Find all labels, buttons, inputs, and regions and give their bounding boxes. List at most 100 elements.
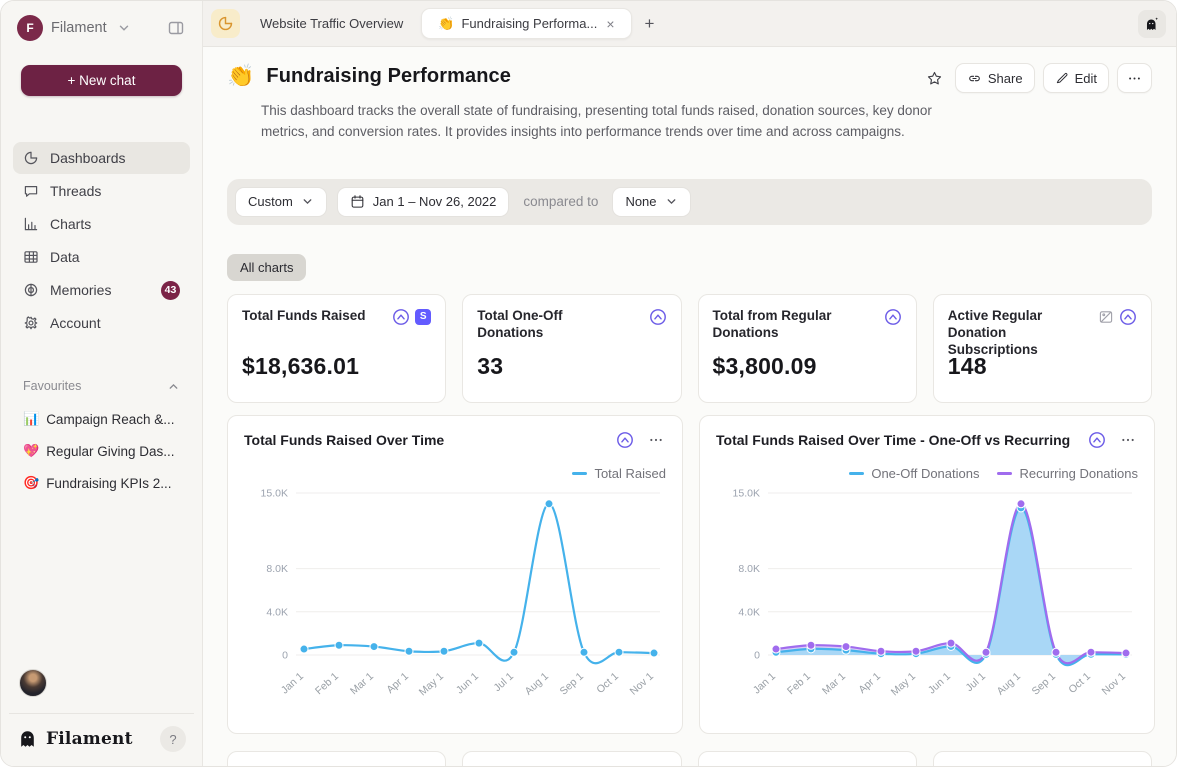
svg-text:Jun 1: Jun 1 — [454, 670, 481, 696]
metric-card-header: Avg Donation Size (All — [948, 765, 1137, 766]
metric-card-header: Donation Form Conversion — [477, 765, 666, 766]
new-chat-button[interactable]: + New chat — [21, 65, 182, 96]
provider-circle-icon — [1088, 431, 1106, 449]
svg-text:Nov 1: Nov 1 — [1100, 670, 1129, 697]
metric-card-title: Donation Form Conversion — [477, 765, 621, 766]
chevron-down-icon[interactable] — [115, 19, 133, 37]
provider-circle-icon — [1119, 765, 1137, 766]
favourite-emoji: 💖 — [23, 443, 39, 459]
more-options-button[interactable] — [1117, 63, 1152, 93]
sidebar-item-label: Dashboards — [50, 150, 126, 166]
new-tab-button[interactable]: + — [636, 10, 664, 38]
metric-card-header: Active Regular Donation Subscriptions — [948, 308, 1137, 359]
share-button[interactable]: Share — [955, 63, 1035, 93]
tab-label: Fundraising Performa... — [461, 16, 597, 31]
sidebar-item-label: Data — [50, 249, 80, 265]
date-range-button[interactable]: Jan 1 – Nov 26, 2022 — [337, 187, 510, 217]
ai-assistant-button[interactable] — [1138, 10, 1166, 38]
sidebar-item-account[interactable]: Account — [13, 307, 190, 339]
favourites-label: Favourites — [23, 379, 81, 393]
help-button[interactable]: ? — [160, 726, 186, 752]
metric-card-header: Number of Tickets Sold — [713, 765, 902, 766]
legend-item: One-Off Donations — [849, 466, 979, 481]
sidebar-item-threads[interactable]: Threads — [13, 175, 190, 207]
metric-card-icons — [884, 765, 902, 766]
legend-label: Total Raised — [594, 466, 666, 481]
workspace-name: Filament — [51, 20, 107, 36]
sidebar-item-label: Threads — [50, 183, 101, 199]
favourite-item[interactable]: 💖Regular Giving Das... — [13, 437, 190, 465]
svg-text:Sep 1: Sep 1 — [1030, 670, 1059, 697]
metric-card: Number of Tickets Sold — [698, 751, 917, 766]
calendar-icon — [350, 194, 365, 209]
metric-card-title: Total from Ticket Sales — [242, 765, 389, 766]
metric-card-icons — [1098, 308, 1137, 326]
metric-card-header: Total from Ticket Sales — [242, 765, 431, 766]
legend-item: Total Raised — [572, 466, 666, 481]
svg-text:Mar 1: Mar 1 — [820, 670, 848, 697]
chart-title: Total Funds Raised Over Time - One-Off v… — [716, 432, 1070, 448]
table-icon — [23, 249, 40, 266]
close-tab-icon[interactable]: × — [606, 16, 614, 32]
svg-text:Oct 1: Oct 1 — [594, 670, 621, 696]
edit-button[interactable]: Edit — [1043, 63, 1109, 93]
stripe-icon: S — [415, 309, 431, 325]
svg-text:8.0K: 8.0K — [266, 563, 288, 575]
svg-text:Feb 1: Feb 1 — [785, 670, 813, 697]
chart-card: Total Funds Raised Over Time Total Raised… — [227, 415, 683, 734]
favourite-item[interactable]: 🎯Fundraising KPIs 2... — [13, 469, 190, 497]
chart-card-header: Total Funds Raised Over Time — [244, 430, 666, 450]
metric-card-icons — [628, 765, 667, 766]
workspace-switcher[interactable]: F Filament — [13, 13, 190, 43]
metric-card: Avg Donation Size (All — [933, 751, 1152, 766]
metric-card: Total from Regular Donations$3,800.09 — [698, 294, 917, 403]
metric-card-title: Total One-Off Donations — [477, 308, 627, 342]
sidebar-item-memories[interactable]: Memories43 — [13, 274, 190, 306]
compare-select[interactable]: None — [612, 187, 690, 217]
sidebar-item-dashboards[interactable]: Dashboards — [13, 142, 190, 174]
svg-text:15.0K: 15.0K — [261, 487, 288, 499]
chart-menu-button[interactable] — [1118, 430, 1138, 450]
sidebar: F Filament + New chat Dashboards Threads C… — [1, 1, 203, 766]
chart-menu-button[interactable] — [646, 430, 666, 450]
workspace-avatar: F — [17, 15, 43, 41]
metric-card-icons — [1119, 765, 1137, 766]
svg-text:8.0K: 8.0K — [738, 563, 760, 575]
svg-text:May 1: May 1 — [417, 670, 446, 698]
link-icon — [967, 71, 982, 86]
svg-text:Jan 1: Jan 1 — [751, 670, 778, 696]
tab-2[interactable]: 👏Fundraising Performa...× — [421, 8, 631, 39]
metric-card-value: 148 — [948, 353, 987, 380]
metric-card-title: Number of Tickets Sold — [713, 765, 863, 766]
sidebar-item-label: Account — [50, 315, 101, 331]
pie-chart-icon — [23, 150, 40, 167]
range-type-select[interactable]: Custom — [235, 187, 327, 217]
all-charts-chip[interactable]: All charts — [227, 254, 306, 281]
svg-text:Nov 1: Nov 1 — [628, 670, 657, 697]
sidebar-item-data[interactable]: Data — [13, 241, 190, 273]
footer-brand-wordmark: Filament — [46, 729, 133, 749]
chart-legend: Total Raised — [244, 466, 666, 481]
favourites-header[interactable]: Favourites — [13, 379, 190, 393]
chart-legend: One-Off DonationsRecurring Donations — [716, 466, 1138, 481]
page-title-emoji: 👏 — [227, 63, 254, 89]
metric-card-icons — [884, 308, 902, 326]
provider-circle-icon — [413, 765, 431, 766]
metric-card-title: Active Regular Donation Subscriptions — [948, 308, 1092, 359]
app-window: F Filament + New chat Dashboards Threads C… — [0, 0, 1177, 767]
favourite-emoji: 📊 — [23, 411, 39, 427]
tab-label: Website Traffic Overview — [260, 16, 403, 31]
favourite-item[interactable]: 📊Campaign Reach &... — [13, 405, 190, 433]
dashboard-home-button[interactable] — [211, 9, 240, 38]
provider-circle-icon — [649, 308, 667, 326]
tab-1[interactable]: Website Traffic Overview — [244, 8, 419, 39]
sidebar-toggle-icon[interactable] — [166, 18, 186, 38]
user-avatar[interactable] — [19, 669, 47, 697]
favourite-star-button[interactable] — [922, 66, 947, 91]
tab-bar: Website Traffic Overview👏Fundraising Per… — [203, 1, 1176, 47]
metric-card-icons — [413, 765, 431, 766]
metric-card: Total One-Off Donations33 — [462, 294, 681, 403]
chart-header-icons — [616, 430, 666, 450]
sidebar-item-charts[interactable]: Charts — [13, 208, 190, 240]
chart-card-header: Total Funds Raised Over Time - One-Off v… — [716, 430, 1138, 450]
